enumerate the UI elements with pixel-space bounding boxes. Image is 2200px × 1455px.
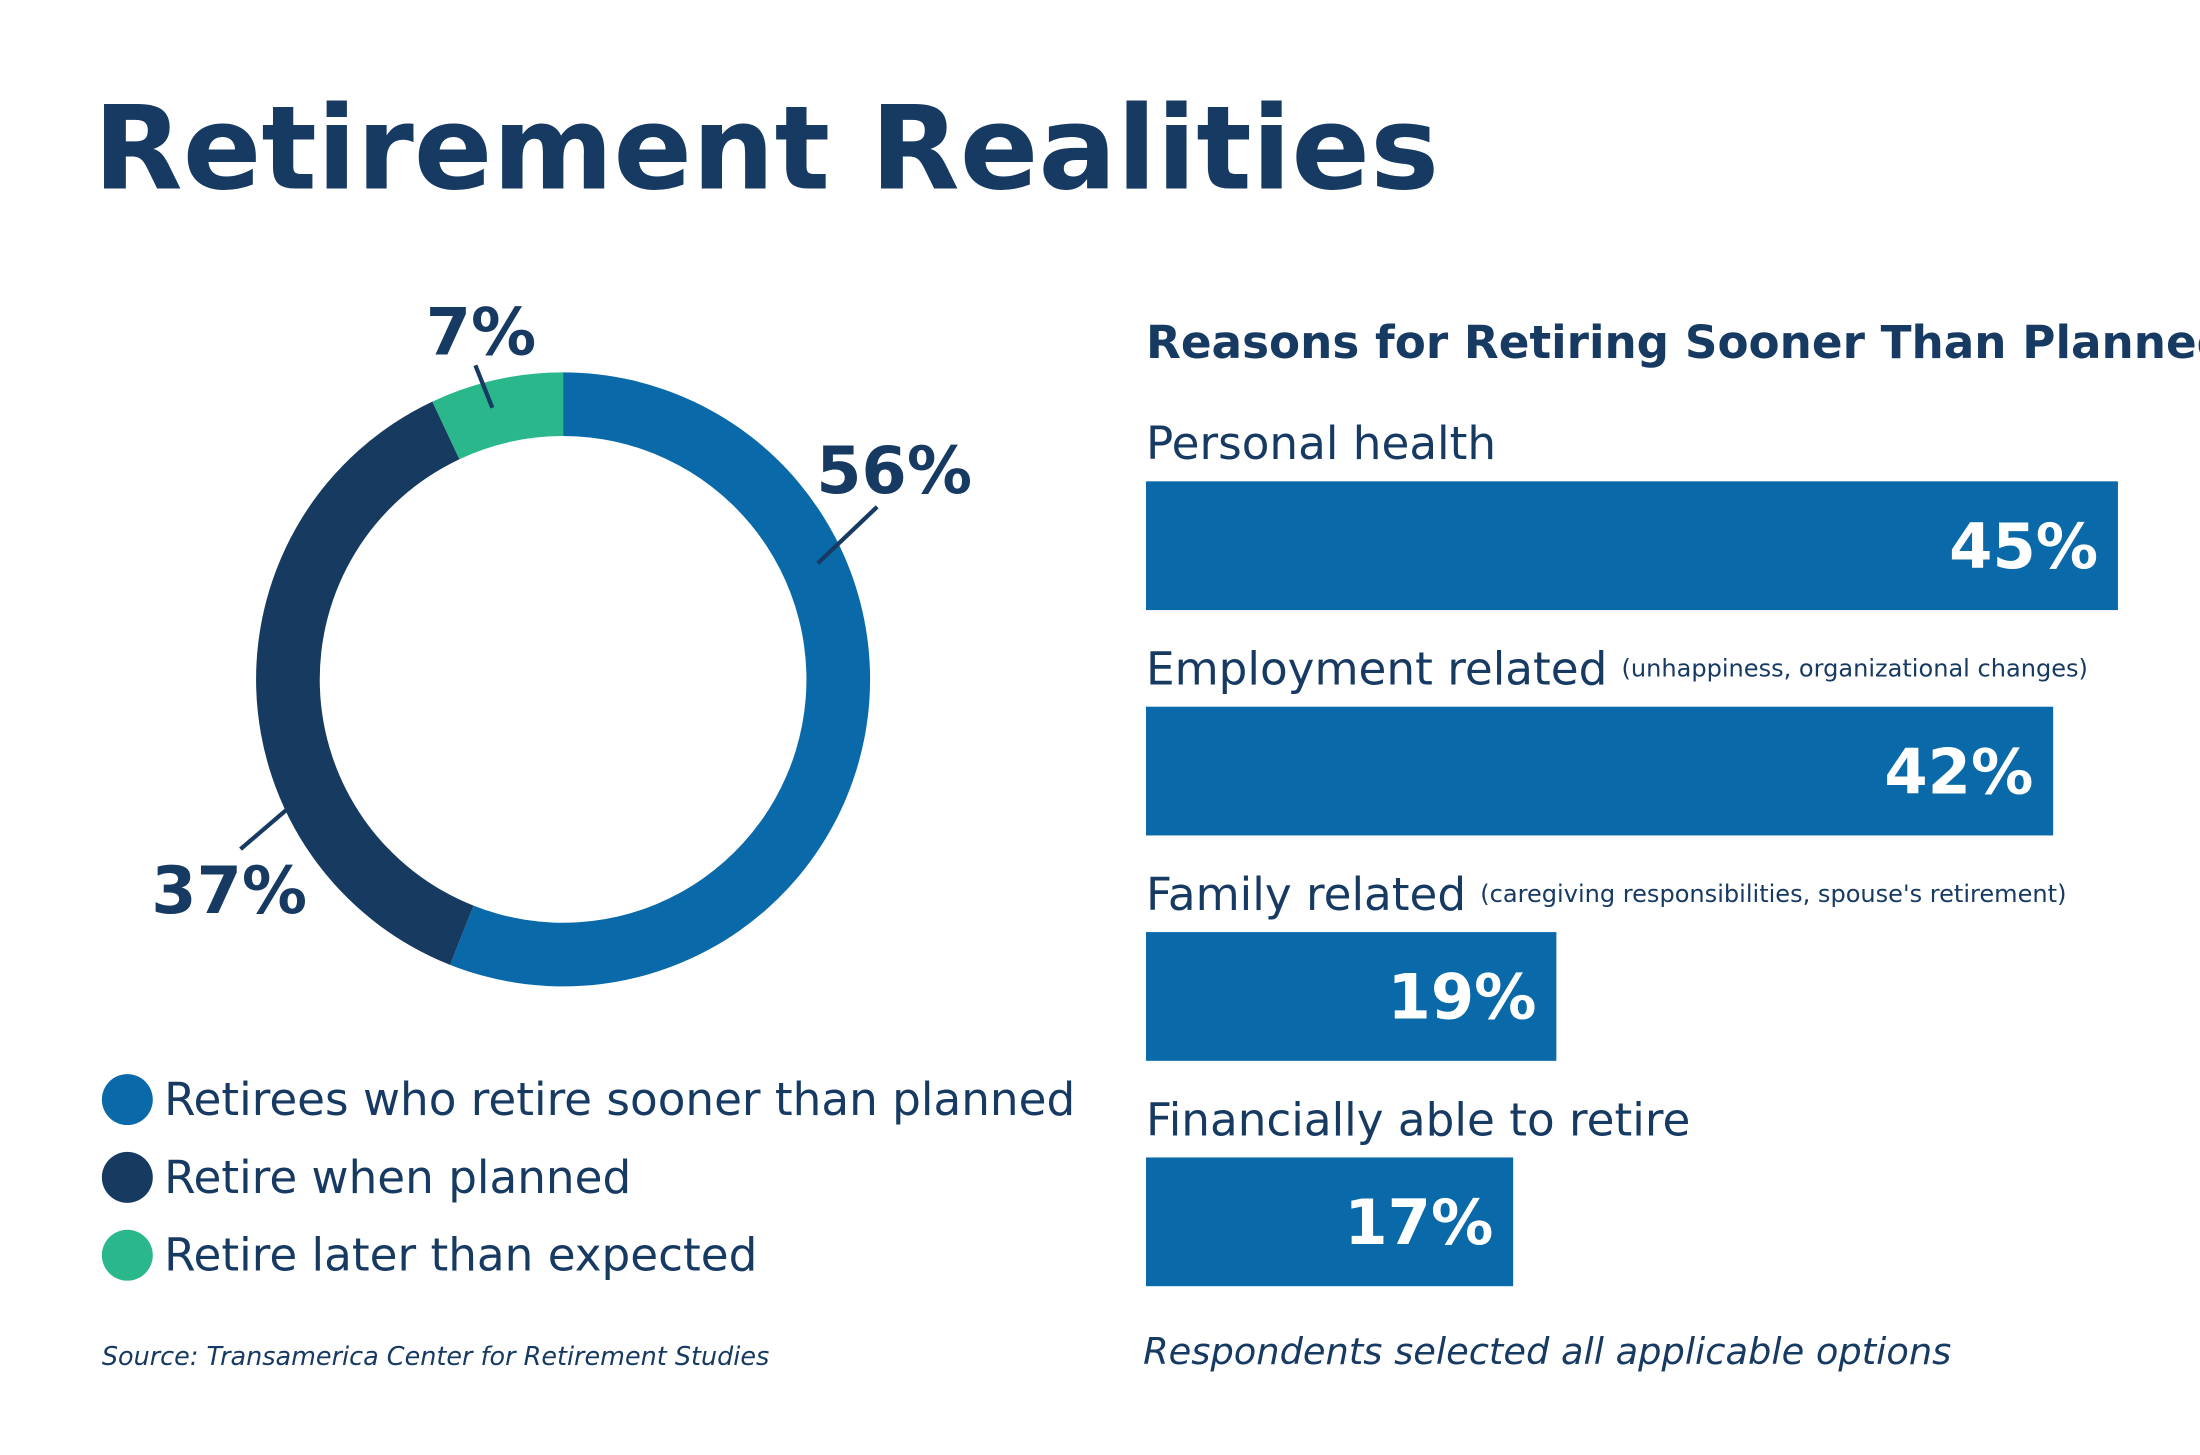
donut-segment: [450, 372, 871, 987]
page-title: Retirement Realities: [93, 81, 1439, 216]
category-label: Personal health: [1146, 417, 1496, 470]
data-label: 56%: [816, 434, 972, 509]
legend-label: Retire when planned: [164, 1151, 631, 1204]
data-label: 45%: [1949, 510, 2098, 583]
data-label: 37%: [151, 854, 307, 929]
leader-line: [473, 364, 495, 409]
footnote: Respondents selected all applicable opti…: [1143, 1330, 1951, 1373]
bar: [1145, 481, 2118, 611]
bar-chart-title: Reasons for Retiring Sooner Than Planned: [1146, 316, 2200, 369]
category-name: Financially able to retire: [1146, 1093, 1690, 1146]
legend-swatch: [101, 1074, 153, 1126]
category-note: (caregiving responsibilities, spouse's r…: [1480, 880, 2066, 908]
leader-line: [239, 805, 292, 851]
data-label: 17%: [1344, 1186, 1493, 1259]
donut-segment: [432, 372, 564, 460]
category-note: (unhappiness, organizational changes): [1622, 655, 2088, 683]
legend-label: Retirees who retire sooner than planned: [164, 1073, 1075, 1126]
category-name: Personal health: [1146, 417, 1496, 470]
category-name: Family related: [1146, 867, 1466, 920]
leader-line: [816, 505, 879, 565]
bar: [1145, 932, 1557, 1061]
category-label: Family related (caregiving responsibiliti…: [1146, 867, 2066, 920]
category-label: Financially able to retire: [1146, 1093, 1690, 1146]
donut-segment: [256, 401, 474, 965]
legend-label: Retire later than expected: [164, 1229, 757, 1282]
source: Source: Transamerica Center for Retireme…: [102, 1342, 769, 1372]
legend-swatch: [101, 1151, 153, 1203]
data-label: 42%: [1884, 735, 2033, 808]
data-label: 19%: [1388, 961, 1537, 1034]
data-label: 7%: [426, 295, 537, 370]
category-label: Employment related (unhappiness, organiza…: [1146, 642, 2088, 695]
category-name: Employment related: [1146, 642, 1607, 695]
bar: [1145, 1157, 1514, 1287]
bar: [1145, 706, 2054, 836]
legend-swatch: [101, 1229, 153, 1281]
